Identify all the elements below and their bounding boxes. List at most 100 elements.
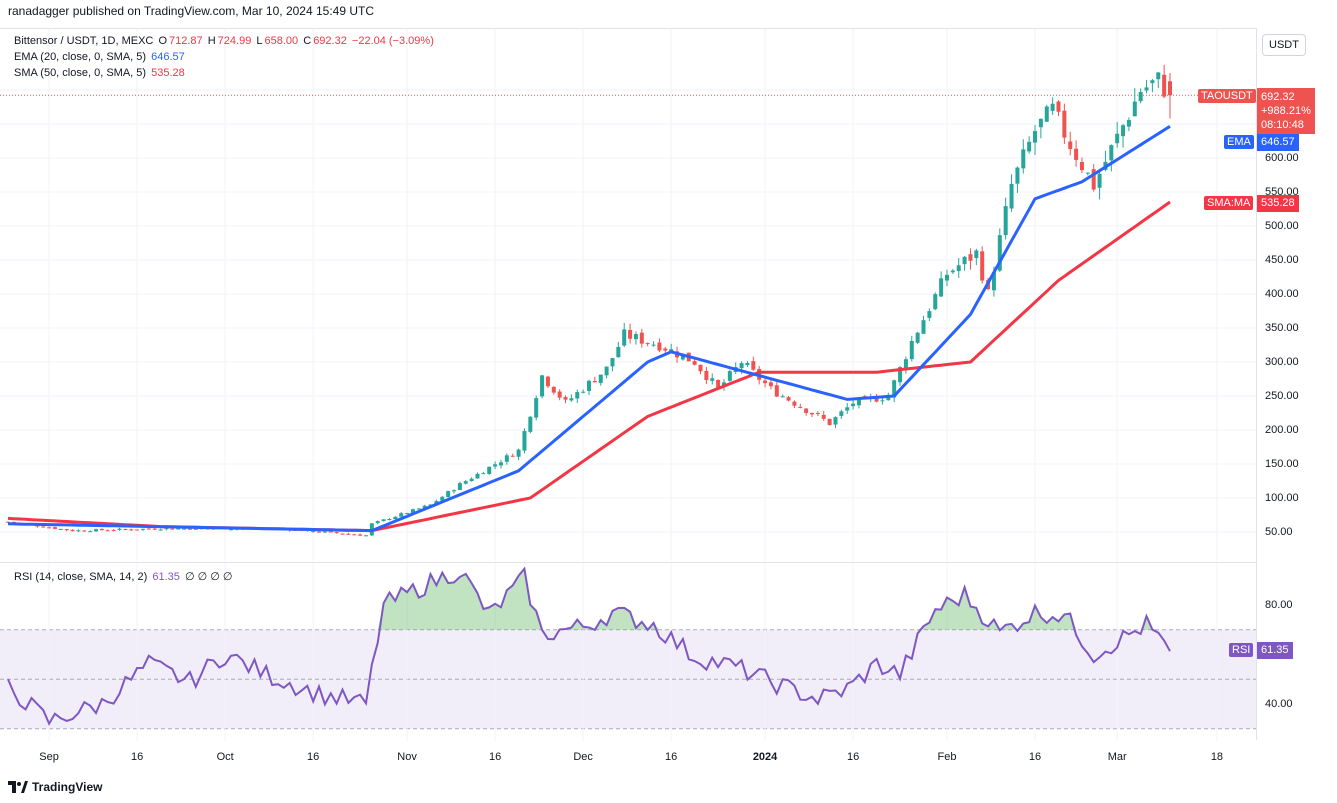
candle-body	[669, 349, 674, 352]
candle-body	[328, 531, 333, 533]
candle-body	[1009, 183, 1014, 209]
rsi-legend-label: RSI (14, close, SMA, 14, 2)	[14, 571, 148, 583]
candle-body	[939, 278, 944, 297]
candle-body	[176, 528, 181, 530]
candle-body	[58, 528, 63, 530]
candle-body	[1003, 206, 1008, 236]
candle-body	[405, 513, 410, 515]
candle-body	[393, 516, 398, 520]
candle-body	[463, 481, 468, 484]
candle-body	[322, 531, 327, 533]
sma50-line	[7, 200, 1171, 533]
candle-body	[575, 392, 580, 399]
candle-body	[915, 332, 920, 343]
candle-body	[810, 412, 815, 415]
time-tick-label: Sep	[39, 751, 59, 763]
candle-body	[551, 386, 556, 393]
rsi-pane[interactable]: RSI (14, close, SMA, 14, 2) 61.35 ∅ ∅ ∅ …	[0, 562, 1256, 741]
sma-value-tag: 535.28	[1257, 195, 1299, 212]
rsi-tick-label: 40.00	[1265, 698, 1293, 710]
candle-body	[1068, 141, 1073, 150]
rsi-overbought-fill	[8, 568, 1170, 630]
candle-body	[1050, 103, 1055, 111]
ema-tag: EMA	[1224, 135, 1254, 149]
candle-body	[909, 340, 914, 360]
close-value: 692.32	[313, 35, 347, 47]
price-axis[interactable]: 50.00 100.00 150.00 200.00 250.00 300.00 350.0…	[1256, 28, 1337, 740]
candle-body	[1062, 110, 1067, 138]
price-tick-label: 200.00	[1265, 424, 1299, 436]
candle-body	[1115, 133, 1120, 144]
candle-body	[111, 530, 116, 532]
candle-body	[1056, 101, 1061, 112]
ema20-line	[7, 125, 1171, 533]
candle-body	[768, 382, 773, 387]
candle-body	[1109, 145, 1114, 161]
rsi-legend-value: 61.35	[152, 571, 180, 583]
price-pane[interactable]: Bittensor / USDT, 1D, MEXC O 712.87 H 724.…	[0, 28, 1256, 561]
candle-body	[856, 397, 861, 406]
candle-body	[469, 478, 474, 482]
candle-body	[545, 376, 550, 387]
candle-body	[1044, 106, 1049, 122]
candle-body	[146, 528, 151, 530]
candle-body	[387, 519, 392, 521]
price-legend: Bittensor / USDT, 1D, MEXC O 712.87 H 724.…	[14, 33, 436, 81]
candle-body	[933, 294, 938, 310]
candle-body	[1121, 125, 1126, 137]
candle-body	[334, 532, 339, 534]
candle-body	[944, 274, 949, 281]
rsi-value-tag: 61.35	[1257, 642, 1293, 659]
ema-value-tag: 646.57	[1257, 134, 1299, 151]
candle-body	[64, 529, 69, 531]
candle-body	[229, 529, 234, 531]
high-value: 724.99	[217, 35, 252, 47]
candle-body	[117, 528, 122, 530]
candle-body	[692, 361, 697, 365]
candle-body	[1097, 173, 1102, 188]
time-tick-label: Oct	[217, 751, 234, 763]
candle-body	[528, 416, 533, 432]
candle-body	[70, 529, 75, 532]
candle-body	[481, 473, 486, 475]
candle-body	[363, 535, 368, 537]
candle-body	[1015, 167, 1020, 184]
rsi-line	[7, 566, 1171, 726]
candle-body	[798, 406, 803, 408]
candle-body	[6, 521, 10, 523]
time-tick-label: 16	[847, 751, 859, 763]
candle-body	[540, 375, 545, 397]
candle-body	[892, 380, 897, 398]
candle-body	[898, 367, 903, 383]
candle-body	[698, 364, 703, 372]
candle-body	[833, 417, 838, 425]
price-tick-label: 500.00	[1265, 220, 1299, 232]
time-axis[interactable]: Sep 16 Oct 16 Nov 16 Dec 16 2024 16 Feb 16 Mar 18	[0, 740, 1256, 770]
candle-body	[710, 378, 715, 381]
price-tick-label: 100.00	[1265, 492, 1299, 504]
candle-body	[352, 534, 357, 536]
candle-body	[135, 529, 140, 531]
candle-body	[927, 311, 932, 318]
candle-body	[522, 431, 527, 451]
candle-body	[105, 530, 110, 532]
candle-body	[604, 366, 609, 376]
ema-legend-value: 646.57	[151, 51, 185, 63]
currency-unit-button[interactable]: USDT	[1262, 34, 1306, 56]
candle-body	[416, 508, 421, 510]
candle-body	[446, 491, 451, 498]
candle-body	[774, 385, 779, 397]
candle-body	[1027, 141, 1032, 152]
candle-body	[804, 408, 809, 413]
time-tick-label: 16	[665, 751, 677, 763]
candle-body	[1091, 169, 1096, 190]
candle-body	[786, 397, 791, 401]
candle-body	[592, 380, 597, 383]
candle-body	[1144, 87, 1149, 91]
last-price-tag: 692.32 +988.21% 08:10:48	[1257, 88, 1315, 134]
candle-body	[510, 455, 515, 457]
price-tick-label: 400.00	[1265, 288, 1299, 300]
bar-countdown: 08:10:48	[1261, 119, 1304, 131]
candle-body	[1150, 80, 1155, 84]
symbol-tag: TAOUSDT	[1198, 89, 1256, 103]
